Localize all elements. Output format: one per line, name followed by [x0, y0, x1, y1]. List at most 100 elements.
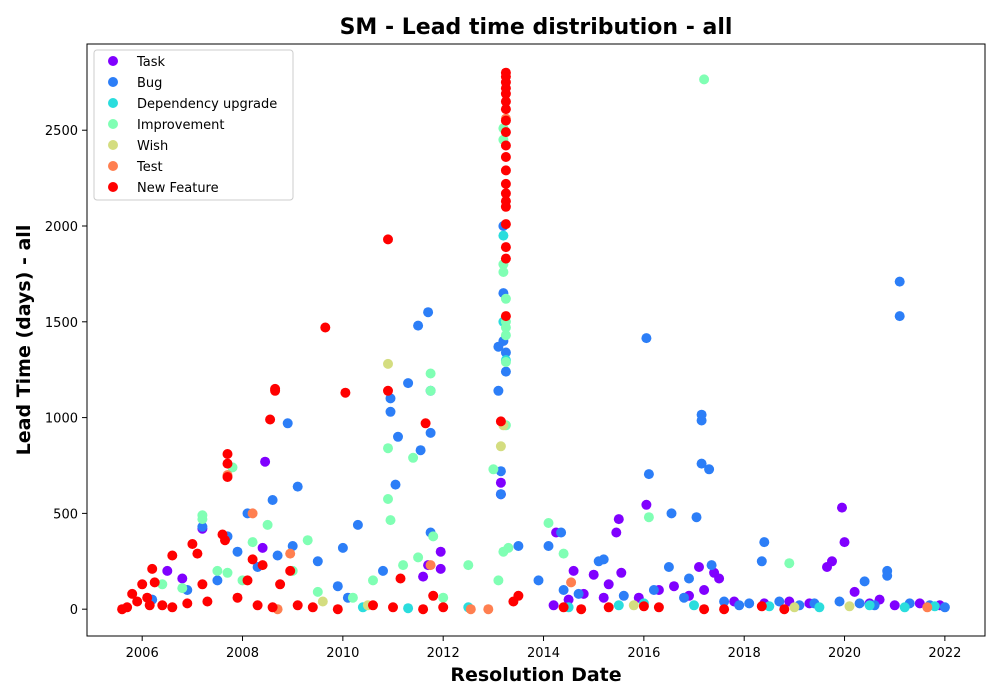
point-new-feature — [267, 602, 278, 613]
point-bug — [734, 600, 745, 611]
point-improvement — [784, 558, 795, 569]
point-new-feature — [222, 449, 233, 459]
point-bug — [390, 479, 401, 490]
point-wish — [628, 600, 639, 611]
point-improvement — [500, 357, 511, 367]
chart-title: SM - Lead time distribution - all — [340, 15, 733, 40]
point-new-feature — [653, 602, 664, 613]
legend-marker-task — [108, 56, 118, 66]
point-new-feature — [182, 598, 193, 609]
x-tick-label: 2022 — [928, 646, 961, 661]
point-improvement — [428, 531, 439, 542]
x-tick-label: 2018 — [728, 646, 761, 661]
point-bug — [393, 431, 403, 442]
y-tick-label: 2000 — [45, 220, 78, 235]
point-task — [889, 600, 900, 611]
point-new-feature — [719, 604, 730, 615]
point-improvement — [503, 542, 514, 553]
point-new-feature — [368, 600, 378, 611]
point-bug — [543, 541, 554, 551]
point-new-feature — [500, 165, 511, 176]
point-improvement — [177, 583, 188, 594]
point-new-feature — [500, 96, 511, 107]
point-bug — [385, 406, 396, 417]
legend-marker-dependency-upgrade — [108, 98, 118, 108]
point-improvement — [493, 575, 504, 586]
point-new-feature — [500, 152, 511, 162]
point-task — [914, 598, 925, 609]
x-axis: 2006 2008 2010 2012 2014 2016 2018 2020 2022 — [126, 636, 961, 661]
point-bug — [403, 378, 414, 389]
point-new-feature — [558, 602, 569, 613]
point-bug — [573, 588, 584, 599]
point-new-feature — [320, 322, 331, 333]
point-bug — [744, 598, 755, 609]
point-wish — [383, 358, 393, 369]
point-improvement — [302, 535, 313, 546]
point-task — [669, 581, 679, 592]
point-task — [548, 600, 559, 611]
point-new-feature — [132, 596, 143, 607]
point-bug — [643, 469, 654, 480]
point-new-feature — [500, 178, 511, 189]
y-tick-label: 500 — [53, 507, 78, 522]
point-bug — [415, 445, 426, 456]
point-bug — [352, 519, 363, 530]
point-new-feature — [383, 385, 393, 396]
point-bug — [425, 427, 436, 438]
point-bug — [666, 508, 677, 519]
point-new-feature — [147, 563, 158, 574]
point-improvement — [500, 330, 511, 341]
x-axis-label: Resolution Date — [450, 664, 621, 686]
point-new-feature — [500, 140, 511, 151]
point-dependency-upgrade — [929, 601, 940, 612]
point-bug — [756, 556, 767, 567]
point-task — [714, 573, 725, 584]
x-tick-label: 2016 — [627, 646, 660, 661]
point-bug — [212, 575, 223, 586]
point-improvement — [498, 267, 509, 277]
x-tick-label: 2008 — [226, 646, 259, 661]
point-dependency-upgrade — [689, 600, 699, 611]
point-task — [257, 542, 268, 553]
point-dependency-upgrade — [613, 600, 624, 611]
point-test — [285, 548, 296, 559]
point-new-feature — [142, 592, 153, 603]
point-bug — [495, 489, 506, 500]
point-new-feature — [307, 602, 318, 613]
legend-label-improvement: Improvement — [137, 118, 224, 133]
point-bug — [618, 590, 629, 601]
point-dependency-upgrade — [764, 601, 775, 612]
point-improvement — [643, 512, 654, 523]
point-new-feature — [500, 188, 511, 199]
point-new-feature — [500, 242, 511, 253]
point-bug — [337, 542, 348, 553]
point-new-feature — [247, 554, 258, 565]
point-bug — [684, 573, 694, 584]
point-improvement — [500, 293, 511, 304]
point-task — [611, 527, 622, 538]
point-improvement — [425, 368, 436, 379]
plot-frame — [86, 43, 986, 637]
point-new-feature — [192, 548, 203, 559]
point-bug — [696, 458, 707, 469]
point-new-feature — [292, 600, 303, 611]
point-new-feature — [388, 602, 398, 613]
point-improvement — [385, 515, 396, 526]
y-tick-label: 0 — [70, 603, 78, 618]
y-tick-label: 1000 — [45, 412, 78, 427]
point-bug — [495, 466, 506, 477]
point-task — [177, 573, 188, 584]
point-bug — [759, 537, 770, 548]
point-new-feature — [603, 602, 614, 613]
point-bug — [332, 581, 343, 592]
point-task — [260, 456, 271, 467]
point-new-feature — [157, 600, 168, 611]
x-tick-label: 2020 — [828, 646, 861, 661]
point-new-feature — [167, 550, 178, 561]
points-layer — [117, 67, 950, 615]
point-bug — [696, 415, 707, 426]
legend-label-dependency-upgrade: Dependency upgrade — [137, 97, 277, 112]
point-bug — [533, 575, 544, 586]
point-bug — [882, 570, 893, 581]
